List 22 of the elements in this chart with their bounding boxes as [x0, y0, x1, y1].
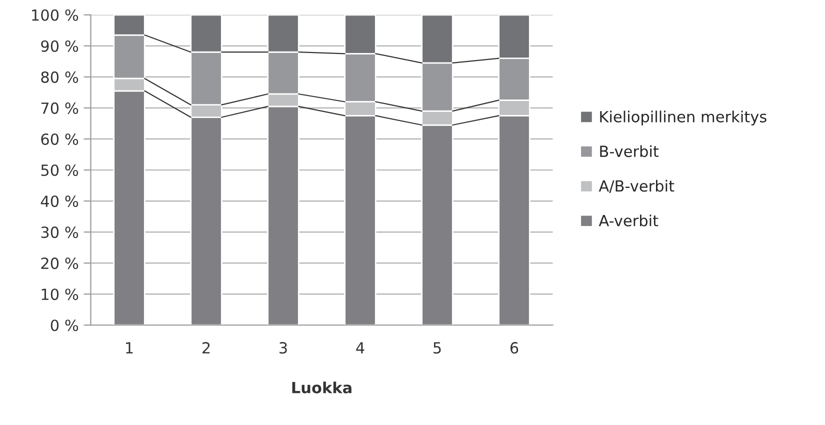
y-tick-label: 40 % [40, 195, 78, 208]
y-tick-label: 90 % [41, 40, 78, 52]
y-tick-label: 100 % [32, 9, 78, 21]
y-tick-label: 10 % [42, 288, 78, 300]
x-axis-title: Luokka [292, 382, 352, 394]
x-tick-label: 5 [434, 342, 441, 354]
legend-label: Kieliopillinen merkitys [600, 110, 766, 126]
legend-label: B-verbit [600, 145, 659, 158]
y-tick-label: 0 % [50, 320, 78, 332]
y-tick-label: 70 % [41, 102, 78, 114]
y-tick-label: 30 % [41, 226, 78, 238]
y-tick-label: 50 % [41, 164, 78, 176]
legend-label: A-verbit [598, 214, 658, 226]
x-tick-label: 4 [356, 342, 364, 354]
y-tick-label: 80 % [41, 71, 78, 83]
x-tick-label: 1 [126, 342, 133, 354]
x-tick-label: 2 [202, 342, 210, 354]
x-tick-label: 3 [280, 342, 287, 354]
x-tick-label: 6 [510, 342, 518, 354]
legend-label: A/B-verbit [598, 180, 674, 193]
y-tick-label: 20 % [41, 258, 78, 270]
y-tick-label: 60 % [41, 133, 78, 145]
